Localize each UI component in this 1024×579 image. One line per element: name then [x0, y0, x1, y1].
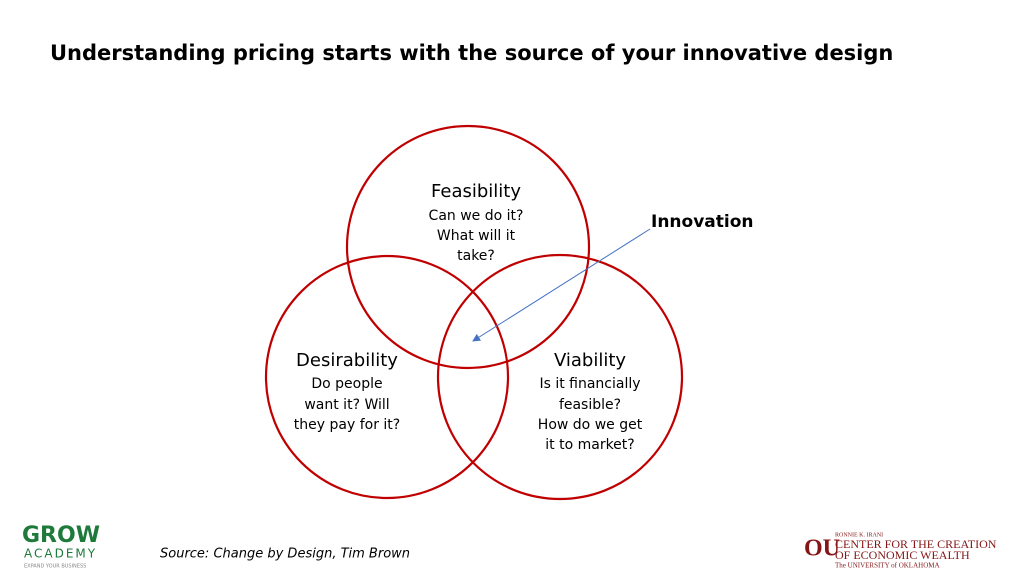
node-text: take? — [457, 248, 495, 264]
venn — [264, 124, 684, 501]
node-label: Viability — [554, 350, 626, 371]
labels: Feasibility Can we do it? What will it t… — [294, 181, 643, 453]
node-text: How do we get — [538, 417, 643, 433]
arrow — [472, 228, 651, 342]
logo-text: OF ECONOMIC WEALTH — [835, 548, 970, 562]
logo-name: GROW — [22, 523, 100, 548]
node-text: What will it — [437, 228, 516, 244]
title: Understanding pricing starts with the so… — [50, 41, 893, 65]
logo-right: OU RONNIE K. IRANI CENTER FOR THE CREATI… — [804, 532, 997, 569]
node-text: feasible? — [559, 397, 621, 413]
node-text: Is it financially — [539, 376, 640, 392]
node-text: want it? Will — [304, 397, 389, 413]
node-text: they pay for it? — [294, 417, 400, 433]
circle-viability — [436, 253, 684, 501]
node-label: Desirability — [296, 350, 398, 371]
node-text: Can we do it? — [429, 208, 524, 224]
logo-left: GROW ACADEMY EXPAND YOUR BUSINESS — [22, 523, 100, 570]
annotation: Innovation — [651, 212, 754, 232]
logo-text: The UNIVERSITY of OKLAHOMA — [835, 562, 940, 570]
logo-text: RONNIE K. IRANI — [835, 532, 883, 538]
circle-feasibility — [345, 124, 591, 370]
logo-text: CENTER FOR THE CREATION — [835, 537, 997, 551]
node-text: it to market? — [545, 437, 634, 453]
source: Source: Change by Design, Tim Brown — [160, 547, 410, 562]
circle-desirability — [264, 254, 510, 500]
logo-sub: ACADEMY — [24, 547, 97, 561]
logo-tagline: EXPAND YOUR BUSINESS — [24, 564, 86, 570]
logo-mark: OU — [804, 536, 840, 562]
node-label: Feasibility — [431, 181, 521, 202]
node-text: Do people — [311, 376, 382, 392]
